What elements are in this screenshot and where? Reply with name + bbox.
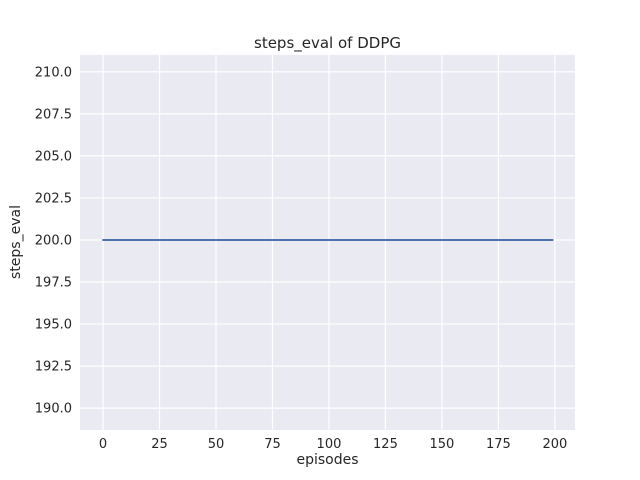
x-tick-label: 0 xyxy=(99,437,107,452)
y-tick-label: 200.0 xyxy=(35,233,72,248)
x-tick-label: 150 xyxy=(430,437,455,452)
y-tick-label: 197.5 xyxy=(35,276,72,291)
y-tick-label: 202.5 xyxy=(35,191,72,206)
y-tick-label: 190.0 xyxy=(35,402,72,417)
y-axis-label: steps_eval xyxy=(8,205,24,279)
y-tick-label: 210.0 xyxy=(35,65,72,80)
x-tick-label: 100 xyxy=(317,437,342,452)
plot-area xyxy=(80,55,575,430)
x-tick-label: 200 xyxy=(542,437,567,452)
x-axis-label: episodes xyxy=(296,452,359,468)
chart-title: steps_eval of DDPG xyxy=(254,34,401,52)
x-tick-label: 25 xyxy=(151,437,168,452)
y-tick-label: 205.0 xyxy=(35,149,72,164)
x-tick-label: 125 xyxy=(373,437,398,452)
x-tick-label: 175 xyxy=(486,437,511,452)
y-tick-label: 192.5 xyxy=(35,360,72,375)
y-tick-label: 207.5 xyxy=(35,107,72,122)
x-tick-label: 75 xyxy=(264,437,281,452)
x-tick-label: 50 xyxy=(208,437,225,452)
y-tick-label: 195.0 xyxy=(35,318,72,333)
